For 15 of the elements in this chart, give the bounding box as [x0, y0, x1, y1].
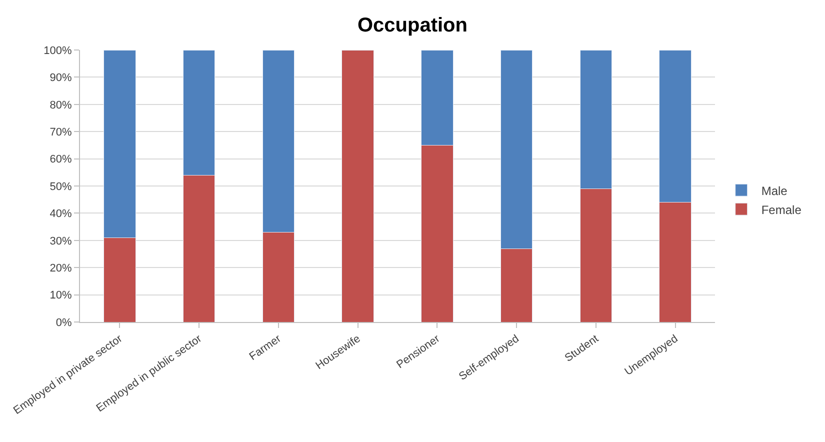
y-tick-label: 90% [50, 72, 72, 84]
y-tick-label: 30% [50, 235, 72, 248]
y-tick-label: 10% [50, 290, 72, 302]
y-tick-label: 40% [50, 208, 72, 220]
chart-title: Occupation [357, 14, 468, 37]
y-tick-label: 70% [50, 126, 72, 138]
y-tick-label: 0% [56, 316, 72, 329]
y-tick-label: 20% [50, 262, 72, 274]
y-tick-label: 100% [44, 44, 72, 57]
legend-label: Male [761, 184, 788, 198]
legend-label: Female [761, 202, 802, 217]
bar [342, 50, 374, 322]
y-tick-label: 50% [50, 180, 72, 193]
y-tick-label: 60% [50, 154, 72, 166]
y-tick-label: 80% [50, 99, 72, 112]
